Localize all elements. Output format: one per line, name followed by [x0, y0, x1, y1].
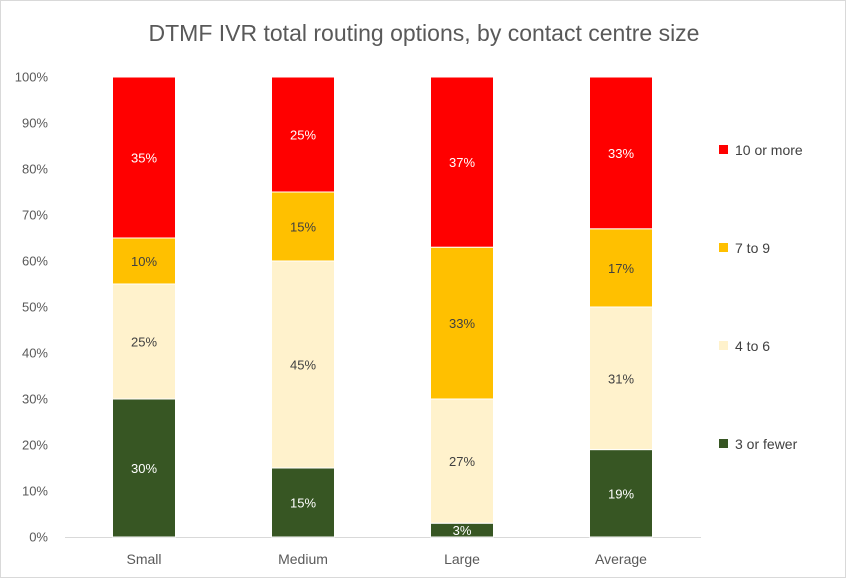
y-tick-label: 20% [22, 438, 48, 453]
y-tick-label: 10% [22, 484, 48, 499]
data-label: 15% [290, 496, 316, 511]
x-tick-label: Average [595, 551, 647, 567]
chart-title: DTMF IVR total routing options, by conta… [149, 20, 700, 46]
legend-swatch [719, 341, 728, 350]
x-tick-label: Large [444, 551, 480, 567]
bar-segment [112, 398, 176, 538]
y-tick-label: 40% [22, 346, 48, 361]
legend-swatch [719, 243, 728, 252]
data-label: 15% [290, 220, 316, 235]
bar-segment [112, 283, 176, 400]
bar-segment [271, 191, 335, 262]
y-tick-label: 50% [22, 300, 48, 315]
x-tick-label: Small [126, 551, 161, 567]
data-label: 45% [290, 358, 316, 373]
bar-segment [271, 260, 335, 469]
data-label: 3% [453, 523, 472, 538]
data-label: 25% [290, 128, 316, 143]
y-tick-label: 100% [15, 70, 49, 85]
y-tick-label: 30% [22, 392, 48, 407]
y-tick-label: 70% [22, 208, 48, 223]
bar-segment [112, 76, 176, 239]
bar-segment [589, 76, 653, 230]
data-label: 27% [449, 454, 475, 469]
y-tick-label: 90% [22, 116, 48, 131]
data-label: 25% [131, 335, 157, 350]
legend-label: 3 or fewer [735, 436, 798, 452]
x-tick-label: Medium [278, 551, 328, 567]
legend-label: 7 to 9 [735, 240, 770, 256]
legend-label: 4 to 6 [735, 338, 770, 354]
legend: 10 or more 7 to 9 4 to 6 3 or fewer [719, 142, 803, 452]
y-axis: 0% 10% 20% 30% 40% 50% 60% 70% 80% 90% 100% [15, 70, 49, 545]
data-label: 37% [449, 155, 475, 170]
y-tick-label: 80% [22, 162, 48, 177]
y-tick-label: 60% [22, 254, 48, 269]
legend-label: 10 or more [735, 142, 803, 158]
data-label: 33% [449, 316, 475, 331]
data-label: 31% [608, 371, 634, 386]
data-label: 35% [131, 151, 157, 166]
x-axis: Small Medium Large Average [65, 537, 701, 567]
bar-segment [589, 449, 653, 538]
bar-segment [589, 306, 653, 451]
legend-swatch [719, 439, 728, 448]
data-label: 33% [608, 146, 634, 161]
bar-segment [430, 398, 494, 524]
bar-segment [430, 76, 494, 248]
legend-swatch [719, 145, 728, 154]
bar-segment [271, 467, 335, 538]
y-tick-label: 0% [29, 530, 48, 545]
data-label: 17% [608, 261, 634, 276]
data-label: 30% [131, 461, 157, 476]
data-label: 10% [131, 254, 157, 269]
bars: 30% 25% 10% 35% 15% 45% 15% 25% 3% 27% 33% 37% 19% 31… [112, 76, 653, 538]
data-label: 19% [608, 486, 634, 501]
bar-segment [271, 76, 335, 193]
